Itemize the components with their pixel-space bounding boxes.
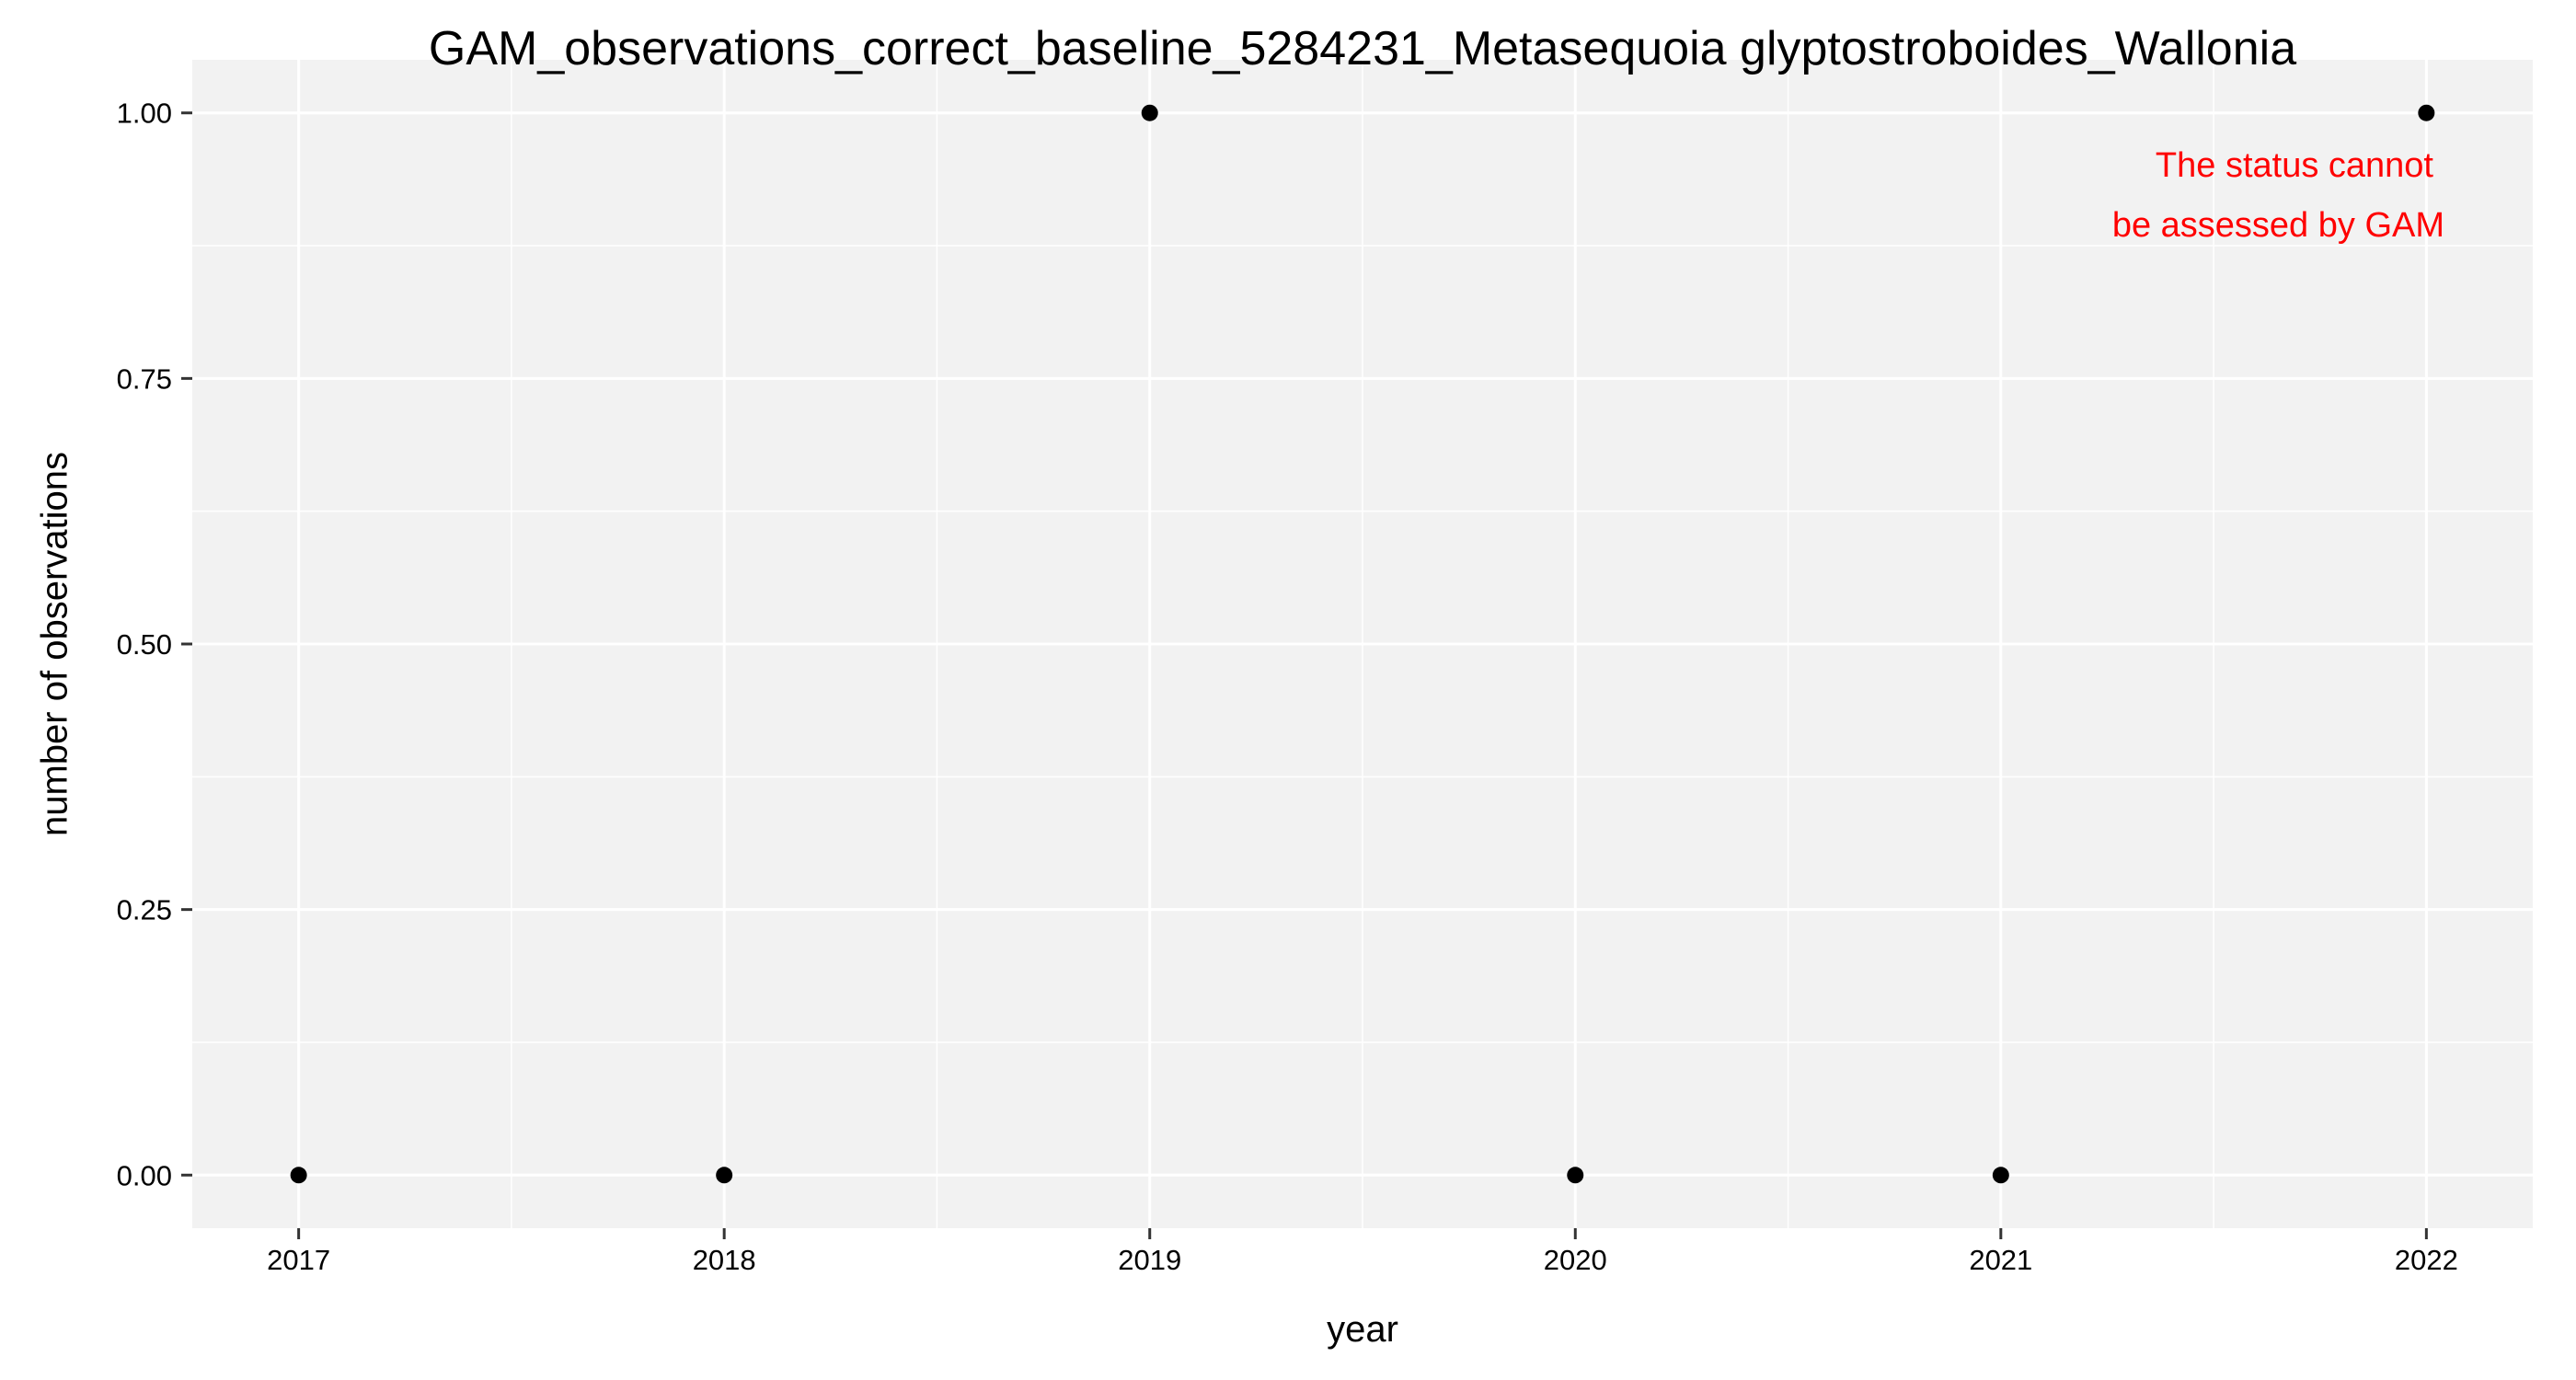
y-axis: 0.00 0.25 0.50 0.75 1.00	[117, 98, 192, 1191]
x-axis: 2017 2018 2019 2020 2021 2022	[267, 1228, 2458, 1276]
y-tick-label: 0.25	[117, 894, 172, 926]
x-tick-label: 2021	[1969, 1244, 2032, 1276]
annotation-line-1: The status cannot	[2156, 146, 2434, 185]
y-tick-label: 0.75	[117, 362, 172, 395]
x-tick-label: 2017	[267, 1244, 330, 1276]
x-axis-label: year	[1327, 1309, 1398, 1350]
x-tick-label: 2022	[2395, 1244, 2458, 1276]
data-point	[716, 1167, 733, 1184]
annotation: The status cannot be assessed by GAM	[2112, 146, 2444, 245]
data-point	[290, 1167, 307, 1184]
data-point	[1992, 1167, 2009, 1184]
x-tick-label: 2020	[1544, 1244, 1607, 1276]
data-point	[1567, 1167, 1584, 1184]
annotation-line-2: be assessed by GAM	[2112, 206, 2444, 245]
y-axis-label: number of observations	[35, 452, 75, 836]
chart-title: GAM_observations_correct_baseline_528423…	[429, 22, 2296, 75]
y-tick-label: 0.00	[117, 1159, 172, 1191]
x-tick-label: 2018	[693, 1244, 756, 1276]
x-tick-label: 2019	[1118, 1244, 1181, 1276]
data-points	[290, 104, 2435, 1184]
y-tick-label: 0.50	[117, 628, 172, 661]
data-point	[1141, 104, 1158, 121]
y-tick-label: 1.00	[117, 98, 172, 130]
minor-grid	[192, 60, 2533, 1228]
major-grid	[192, 60, 2533, 1228]
data-point	[2418, 104, 2435, 121]
